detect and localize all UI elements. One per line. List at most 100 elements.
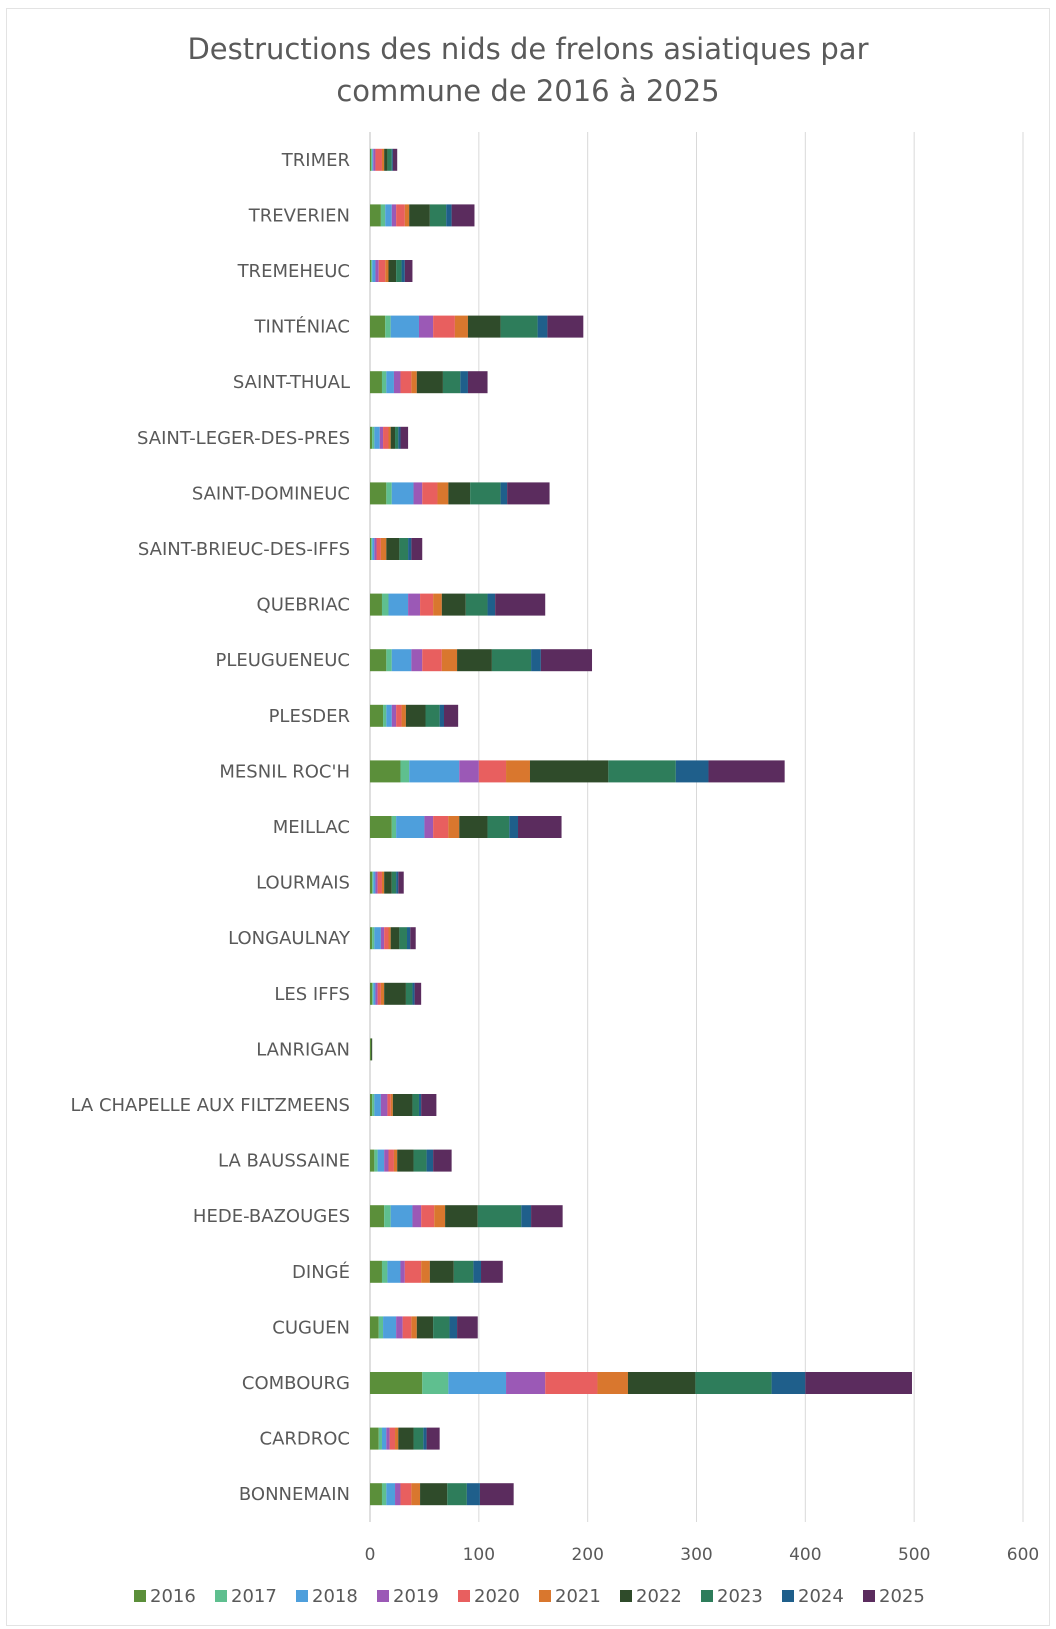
bar-segment bbox=[401, 704, 406, 727]
bar-segment bbox=[370, 1260, 382, 1283]
bar-segment bbox=[377, 871, 382, 894]
bar-segment bbox=[396, 816, 425, 838]
bar-segment bbox=[404, 204, 410, 227]
bar-segment bbox=[425, 704, 440, 727]
bar-segment bbox=[372, 1094, 375, 1116]
bar-segment bbox=[487, 816, 510, 838]
bar-segment bbox=[500, 482, 508, 505]
bar-segment bbox=[387, 1260, 401, 1283]
bar-segment bbox=[393, 1149, 398, 1172]
bar-segment bbox=[460, 371, 468, 394]
legend-label: 2023 bbox=[717, 1586, 763, 1607]
bar-segment bbox=[386, 371, 394, 394]
bar-segment bbox=[627, 1372, 696, 1394]
category-label: LOURMAIS bbox=[256, 873, 350, 894]
bar-segment bbox=[386, 649, 392, 672]
bar-segment bbox=[375, 871, 378, 894]
bar-segment bbox=[411, 649, 423, 672]
bar-segment bbox=[409, 204, 430, 227]
bar-segment bbox=[392, 1094, 413, 1116]
bar-segment bbox=[371, 148, 373, 171]
bar-segment bbox=[370, 1205, 385, 1228]
bar-segment bbox=[371, 1038, 373, 1061]
bar-segment bbox=[370, 760, 401, 783]
bar-segment bbox=[433, 593, 442, 616]
bar-segment bbox=[465, 593, 488, 616]
bar-segment bbox=[451, 204, 475, 227]
bar-segment bbox=[397, 1149, 414, 1172]
bar-segment bbox=[395, 426, 399, 449]
bar-segment bbox=[413, 1427, 424, 1450]
bar-segment bbox=[418, 1094, 422, 1116]
bar-segment bbox=[771, 1372, 806, 1394]
bar-segment bbox=[381, 1427, 387, 1450]
bar-segment bbox=[448, 1372, 507, 1394]
bar-segment bbox=[381, 1483, 387, 1506]
bar-segment bbox=[370, 204, 381, 227]
bar-segment bbox=[477, 1205, 522, 1228]
bar-segment bbox=[407, 927, 411, 950]
bar-segment bbox=[675, 760, 709, 783]
bar-segment bbox=[370, 704, 384, 727]
bar-segment bbox=[383, 426, 389, 449]
bar-segment bbox=[396, 1316, 403, 1339]
bar-segment bbox=[479, 1483, 514, 1506]
category-label: COMBOURG bbox=[242, 1373, 350, 1394]
x-tick-label: 0 bbox=[365, 1545, 376, 1565]
bar-segment bbox=[448, 482, 471, 505]
bar-segment bbox=[454, 315, 468, 338]
bar-segment bbox=[398, 426, 401, 449]
bar-segment bbox=[384, 927, 389, 950]
bar-segment bbox=[413, 482, 423, 505]
chart-title-line-2: commune de 2016 à 2025 bbox=[336, 74, 720, 108]
category-label: TRIMER bbox=[281, 150, 350, 171]
bar-segment bbox=[421, 1094, 437, 1116]
legend-swatch bbox=[863, 1590, 875, 1602]
bar-segment bbox=[426, 1427, 440, 1450]
bar-segment bbox=[384, 982, 406, 1005]
bar-segment bbox=[374, 927, 381, 950]
legend-label: 2020 bbox=[474, 1586, 520, 1607]
bar-segment bbox=[398, 1427, 414, 1450]
bar-segment bbox=[531, 1205, 563, 1228]
x-tick-label: 100 bbox=[463, 1545, 495, 1565]
bar-segment bbox=[375, 260, 379, 282]
category-label: LONGAULNAY bbox=[228, 928, 351, 949]
bar-segment bbox=[444, 704, 459, 727]
legend-swatch bbox=[134, 1590, 146, 1602]
bar-segment bbox=[404, 260, 413, 282]
bar-segment bbox=[372, 538, 375, 560]
bar-segment bbox=[433, 315, 455, 338]
category-label: CUGUEN bbox=[272, 1317, 350, 1338]
bar-segment bbox=[405, 704, 426, 727]
bar-segment bbox=[374, 1094, 381, 1116]
bar-segment bbox=[433, 816, 449, 838]
bar-segment bbox=[422, 649, 442, 672]
category-label: TREVERIEN bbox=[248, 205, 350, 226]
bar-segment bbox=[374, 426, 380, 449]
legend-swatch bbox=[296, 1590, 308, 1602]
bar-segment bbox=[411, 1316, 417, 1339]
bar-segment bbox=[370, 871, 373, 894]
bar-segment bbox=[377, 982, 381, 1005]
bar-segment bbox=[426, 1149, 434, 1172]
bars bbox=[370, 148, 912, 1506]
legend-swatch bbox=[377, 1590, 389, 1602]
bar-segment bbox=[416, 1316, 434, 1339]
bar-segment bbox=[385, 315, 391, 338]
bar-segment bbox=[370, 1316, 379, 1339]
bar-segment bbox=[487, 593, 496, 616]
bar-segment bbox=[384, 1149, 389, 1172]
bar-segment bbox=[396, 871, 399, 894]
bar-segment bbox=[370, 1038, 372, 1061]
bar-segment bbox=[380, 538, 387, 560]
bar-segment bbox=[708, 760, 785, 783]
legend-label: 2024 bbox=[798, 1586, 844, 1607]
bar-segment bbox=[370, 482, 387, 505]
bar-segment bbox=[386, 1483, 396, 1506]
category-label: SAINT-LEGER-DES-PRES bbox=[137, 428, 350, 449]
legend-swatch bbox=[620, 1590, 632, 1602]
bar-segment bbox=[537, 315, 548, 338]
bar-segment bbox=[518, 816, 562, 838]
bar-segment bbox=[446, 204, 452, 227]
